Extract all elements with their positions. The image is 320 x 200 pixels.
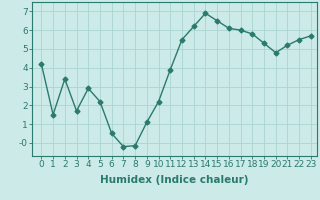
- X-axis label: Humidex (Indice chaleur): Humidex (Indice chaleur): [100, 175, 249, 185]
